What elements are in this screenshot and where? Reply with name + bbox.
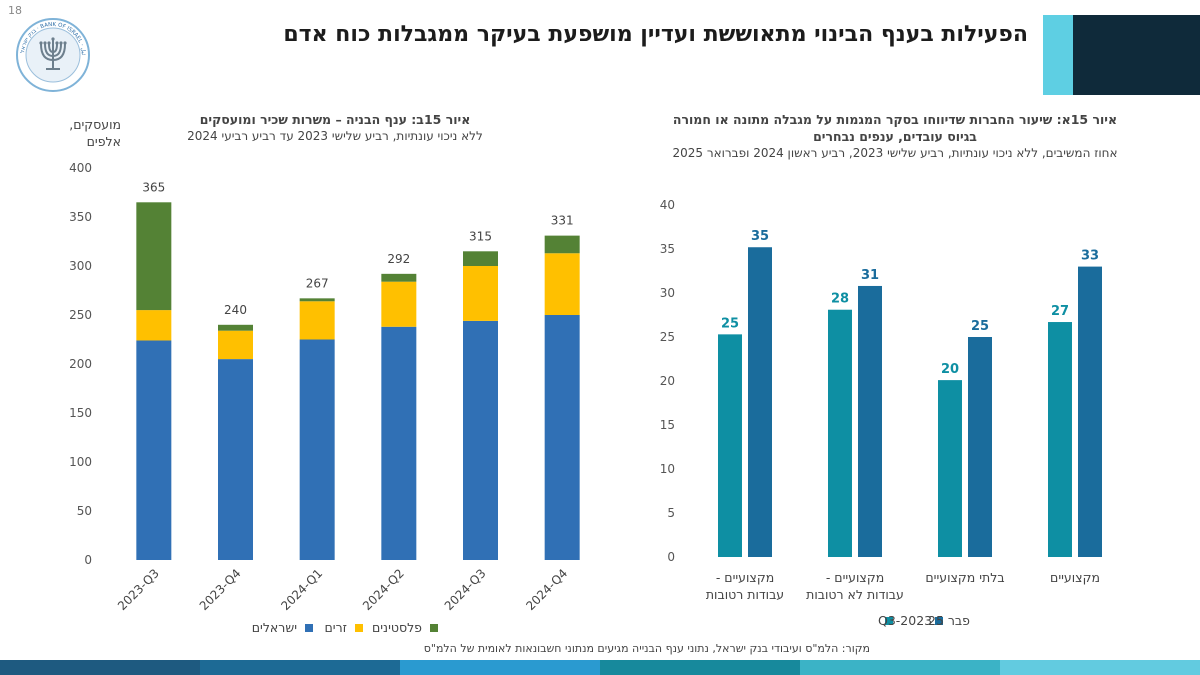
left-total-label: 267 <box>306 276 329 290</box>
header-banner-dark <box>1073 15 1200 95</box>
left-bar-segment <box>136 310 172 341</box>
left-bar-segment <box>544 253 580 315</box>
left-bar-segment <box>218 330 253 360</box>
left-legend-swatch <box>355 624 363 632</box>
left-bar-segment <box>544 315 580 560</box>
right-bar <box>968 337 992 557</box>
left-bar-segment <box>381 326 417 560</box>
left-y-tick-label: 0 <box>84 553 92 567</box>
bottom-color-bar <box>0 660 1200 675</box>
header-banner-light <box>1043 15 1073 95</box>
right-y-tick-label: 30 <box>660 286 675 300</box>
right-data-label: 25 <box>971 319 989 334</box>
right-bar <box>858 285 882 557</box>
left-bar-segment <box>463 266 498 321</box>
bottom-bar-segment <box>0 660 200 675</box>
left-y-tick-label: 300 <box>69 259 92 273</box>
left-total-label: 365 <box>142 180 165 194</box>
right-data-label: 33 <box>1081 249 1099 264</box>
right-y-tick-label: 25 <box>660 330 675 344</box>
left-bar-segment <box>299 301 335 340</box>
bank-of-israel-logo: בנק ישראל · BANK OF ISRAEL · بنك إسرائيل <box>14 16 90 92</box>
left-total-label: 292 <box>387 252 410 266</box>
left-legend-label: פלסטינים <box>372 620 422 635</box>
right-y-tick-label: 15 <box>660 418 675 432</box>
left-chart-title: איור 15ב: ענף הבניה – משרות שכיר ומועסקי… <box>199 112 471 127</box>
right-bar <box>748 247 772 558</box>
right-data-label: 27 <box>1051 304 1069 319</box>
left-y-tick-label: 150 <box>69 406 92 420</box>
left-legend-label: זרים <box>325 620 347 635</box>
right-bar <box>828 309 852 557</box>
right-legend-label: Q3-2023 <box>878 613 932 628</box>
right-chart-subtitle: אחוז המשיבים, ללא ניכוי עונתיות, רביע של… <box>672 146 1118 160</box>
right-x-category-label: מקצועיים -עבודות לא רטובות <box>806 570 904 602</box>
right-y-tick-label: 5 <box>667 506 675 520</box>
left-bar-segment <box>463 251 498 266</box>
left-legend-swatch <box>430 624 438 632</box>
right-legend-swatch <box>885 617 893 625</box>
bottom-bar-segment <box>200 660 400 675</box>
right-data-label: 20 <box>941 362 959 377</box>
left-bar-segment <box>218 359 253 560</box>
right-legend-swatch <box>935 617 943 625</box>
page-number: 18 <box>8 4 22 17</box>
right-x-category-label: מקצועיים -עבודות רטובות <box>706 570 784 602</box>
left-y-tick-label: 200 <box>69 357 92 371</box>
right-chart-header: איור 15א: שיעור החברות שדיווחו בסקר המגמ… <box>660 111 1130 162</box>
right-x-category-label: בלתי מקצועיים <box>925 570 1004 585</box>
right-y-tick-label: 40 <box>660 198 675 212</box>
right-legend-label: פבר 25 <box>928 613 970 628</box>
right-bar <box>1048 322 1072 557</box>
left-bar-segment <box>463 320 498 560</box>
left-y-tick-label: 50 <box>77 504 92 518</box>
right-bar <box>1078 266 1102 557</box>
source-note: מקור: הלמ"ס ועיבודי בנק ישראל, נתוני ענף… <box>423 642 870 655</box>
right-bar <box>938 380 962 557</box>
right-data-label: 28 <box>831 292 849 307</box>
left-bar-segment <box>544 235 580 254</box>
left-chart-y-axis-label: מועסקים, אלפים <box>69 117 121 149</box>
bottom-bar-segment <box>1000 660 1200 675</box>
left-total-label: 315 <box>469 229 492 243</box>
bottom-bar-segment <box>400 660 600 675</box>
left-bar-segment <box>136 202 172 311</box>
right-y-tick-label: 0 <box>667 550 675 564</box>
bottom-bar-segment <box>600 660 800 675</box>
left-y-tick-label: 400 <box>69 161 92 175</box>
page-title: הפעילות בענף הבינוי מתאוששת ועדיין מושפע… <box>283 22 1028 47</box>
left-y-tick-label: 350 <box>69 210 92 224</box>
right-data-label: 25 <box>721 316 739 331</box>
left-y-tick-label: 250 <box>69 308 92 322</box>
bottom-bar-segment <box>800 660 1000 675</box>
left-total-label: 331 <box>551 214 574 228</box>
right-x-category-label: מקצועיים <box>1050 570 1100 585</box>
left-bar-segment <box>381 281 417 327</box>
right-y-tick-label: 20 <box>660 374 675 388</box>
right-chart-title: איור 15א: שיעור החברות שדיווחו בסקר המגמ… <box>672 112 1118 144</box>
left-bar-segment <box>381 273 417 282</box>
right-y-tick-label: 10 <box>660 462 675 476</box>
left-bar-segment <box>299 298 335 302</box>
right-data-label: 35 <box>751 229 769 244</box>
left-bar-segment <box>136 340 172 560</box>
left-legend-swatch <box>305 624 313 632</box>
left-chart-header: איור 15ב: ענף הבניה – משרות שכיר ומועסקי… <box>120 111 550 145</box>
left-total-label: 240 <box>224 303 247 317</box>
left-chart-subtitle: ללא ניכוי עונתיות, רביע שלישי 2023 עד רב… <box>187 129 483 143</box>
left-legend-label: ישראלים <box>252 620 297 635</box>
left-bar-segment <box>299 339 335 560</box>
left-bar-segment <box>218 324 253 331</box>
right-data-label: 31 <box>861 268 879 283</box>
right-y-tick-label: 35 <box>660 242 675 256</box>
left-y-tick-label: 100 <box>69 455 92 469</box>
right-bar <box>718 334 742 557</box>
